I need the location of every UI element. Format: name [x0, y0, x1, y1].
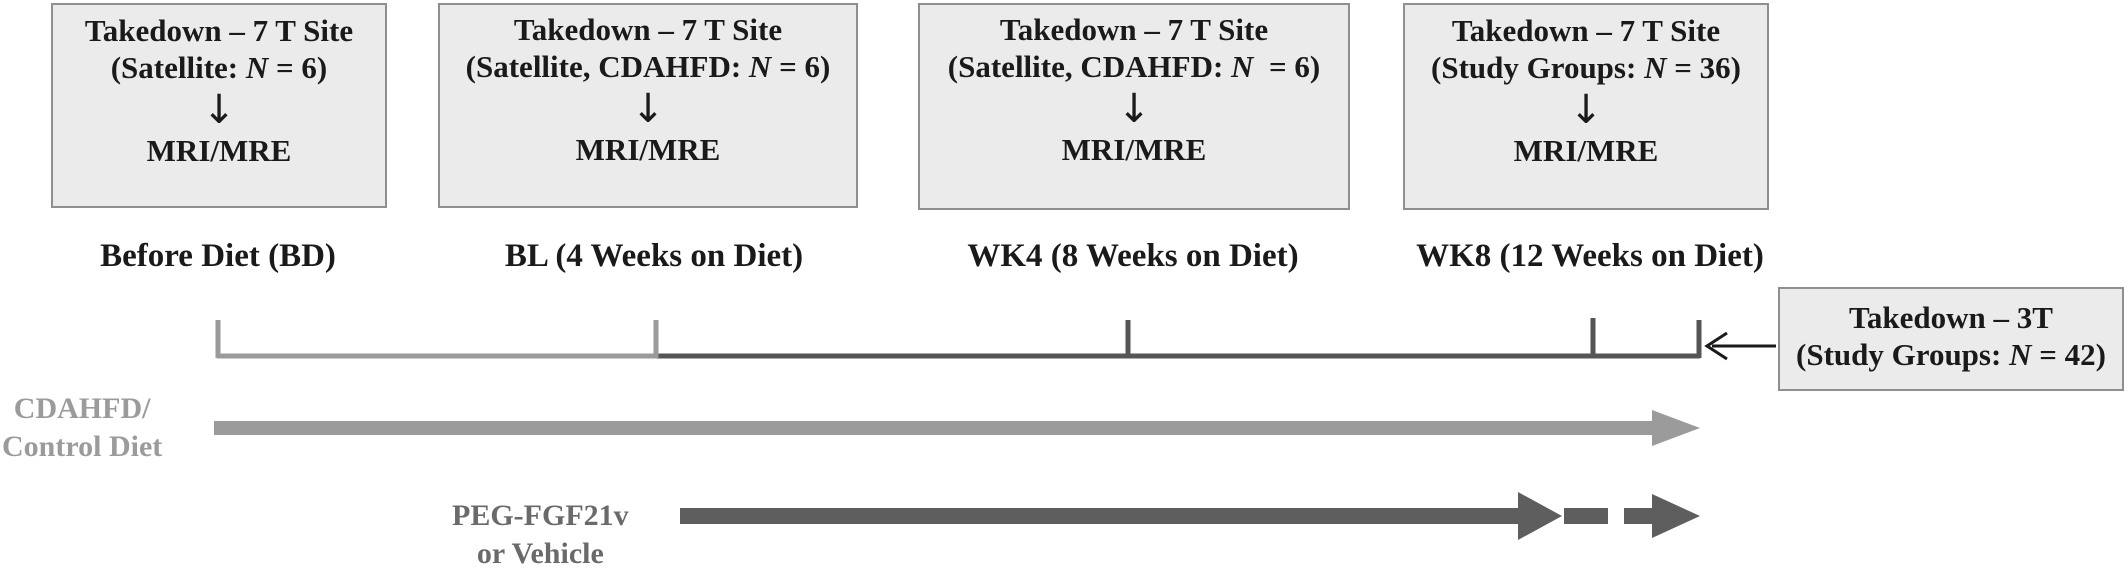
takedown-box-wk8: Takedown – 7 T Site (Study Groups: N = 3…: [1403, 3, 1769, 210]
final-takedown-arrow-head: [1704, 331, 1728, 361]
treatment-label: PEG-FGF21v or Vehicle: [452, 497, 629, 573]
takedown-box-wk4: Takedown – 7 T Site (Satellite, CDAHFD: …: [918, 3, 1350, 210]
diet-label: CDAHFD/ Control Diet: [2, 390, 162, 466]
down-arrow-icon: ↓: [1117, 86, 1151, 132]
box-result: MRI/MRE: [575, 132, 721, 167]
down-arrow-icon: ↓: [202, 87, 236, 133]
box-result: MRI/MRE: [1513, 133, 1659, 168]
treatment-arrow-dash: [1564, 508, 1608, 524]
box-title: Takedown – 7 T Site: [1451, 13, 1721, 48]
phase-label-wk8: WK8 (12 Weeks on Diet): [1416, 238, 1764, 274]
box-result: MRI/MRE: [1061, 132, 1207, 167]
box-title: Takedown – 7 T Site: [513, 12, 783, 47]
treatment-label-line1: PEG-FGF21v: [452, 499, 629, 532]
box-subtitle: (Study Groups: N = 36): [1431, 50, 1741, 85]
diet-label-line1: CDAHFD/: [13, 392, 151, 425]
box-title: Takedown – 7 T Site: [999, 12, 1269, 47]
takedown-box-bl: Takedown – 7 T Site (Satellite, CDAHFD: …: [438, 3, 858, 208]
treatment-arrow-head-wk8: [1518, 492, 1562, 540]
box-title: Takedown – 7 T Site: [84, 13, 354, 48]
phase-label-bl: BL (4 Weeks on Diet): [504, 238, 804, 274]
box-title: Takedown – 3T: [1849, 300, 2053, 335]
diet-arrow-shaft: [214, 421, 1654, 435]
treatment-arrow-dash-2: [1624, 508, 1654, 524]
down-arrow-icon: ↓: [1569, 87, 1603, 133]
diet-label-line2: Control Diet: [2, 430, 163, 463]
takedown-box-3t: Takedown – 3T (Study Groups: N = 42): [1778, 287, 2124, 391]
phase-label-wk4: WK4 (8 Weeks on Diet): [967, 238, 1299, 274]
treatment-arrow-shaft: [680, 508, 1522, 524]
treatment-arrow-head-end: [1652, 494, 1700, 538]
box-subtitle: (Satellite, CDAHFD: N = 6): [947, 49, 1321, 84]
box-subtitle: (Satellite: N = 6): [110, 50, 328, 85]
treatment-label-line2: or Vehicle: [476, 537, 604, 570]
box-subtitle: (Study Groups: N = 42): [1796, 337, 2106, 372]
takedown-box-bd: Takedown – 7 T Site (Satellite: N = 6) ↓…: [51, 3, 387, 208]
diet-arrow-head: [1652, 410, 1700, 446]
down-arrow-icon: ↓: [631, 86, 665, 132]
box-subtitle: (Satellite, CDAHFD: N = 6): [465, 49, 831, 84]
phase-label-bd: Before Diet (BD): [100, 238, 336, 274]
box-result: MRI/MRE: [146, 133, 292, 168]
